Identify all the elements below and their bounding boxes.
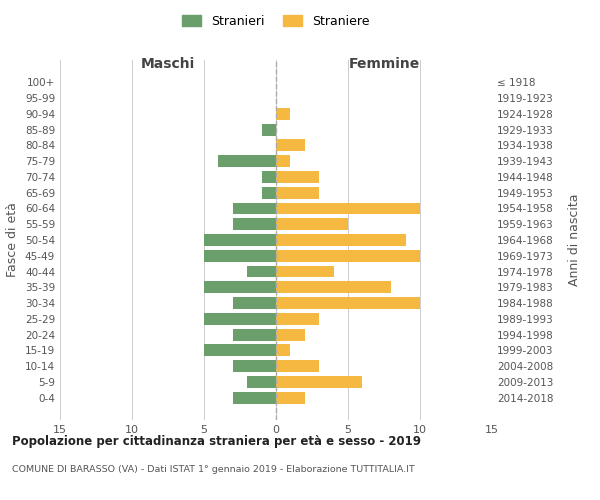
Bar: [276, 360, 319, 372]
Bar: [218, 155, 276, 167]
Bar: [276, 108, 290, 120]
Bar: [276, 392, 305, 404]
Bar: [262, 187, 276, 198]
Bar: [247, 376, 276, 388]
Bar: [233, 218, 276, 230]
Bar: [247, 266, 276, 278]
Bar: [276, 187, 319, 198]
Bar: [262, 171, 276, 183]
Bar: [204, 250, 276, 262]
Bar: [276, 218, 348, 230]
Y-axis label: Fasce di età: Fasce di età: [7, 202, 19, 278]
Bar: [276, 234, 406, 246]
Bar: [276, 313, 319, 325]
Y-axis label: Anni di nascita: Anni di nascita: [568, 194, 581, 286]
Bar: [262, 124, 276, 136]
Bar: [276, 282, 391, 293]
Bar: [204, 234, 276, 246]
Bar: [276, 171, 319, 183]
Bar: [233, 202, 276, 214]
Bar: [204, 282, 276, 293]
Bar: [276, 266, 334, 278]
Text: Popolazione per cittadinanza straniera per età e sesso - 2019: Popolazione per cittadinanza straniera p…: [12, 435, 421, 448]
Bar: [233, 392, 276, 404]
Bar: [204, 313, 276, 325]
Legend: Stranieri, Straniere: Stranieri, Straniere: [179, 11, 373, 32]
Bar: [233, 328, 276, 340]
Bar: [233, 297, 276, 309]
Text: COMUNE DI BARASSO (VA) - Dati ISTAT 1° gennaio 2019 - Elaborazione TUTTITALIA.IT: COMUNE DI BARASSO (VA) - Dati ISTAT 1° g…: [12, 465, 415, 474]
Bar: [276, 328, 305, 340]
Bar: [276, 376, 362, 388]
Bar: [276, 155, 290, 167]
Text: Femmine: Femmine: [349, 57, 419, 71]
Bar: [276, 297, 420, 309]
Bar: [276, 344, 290, 356]
Bar: [204, 344, 276, 356]
Bar: [276, 250, 420, 262]
Bar: [233, 360, 276, 372]
Bar: [276, 140, 305, 151]
Text: Maschi: Maschi: [141, 57, 195, 71]
Bar: [276, 202, 420, 214]
